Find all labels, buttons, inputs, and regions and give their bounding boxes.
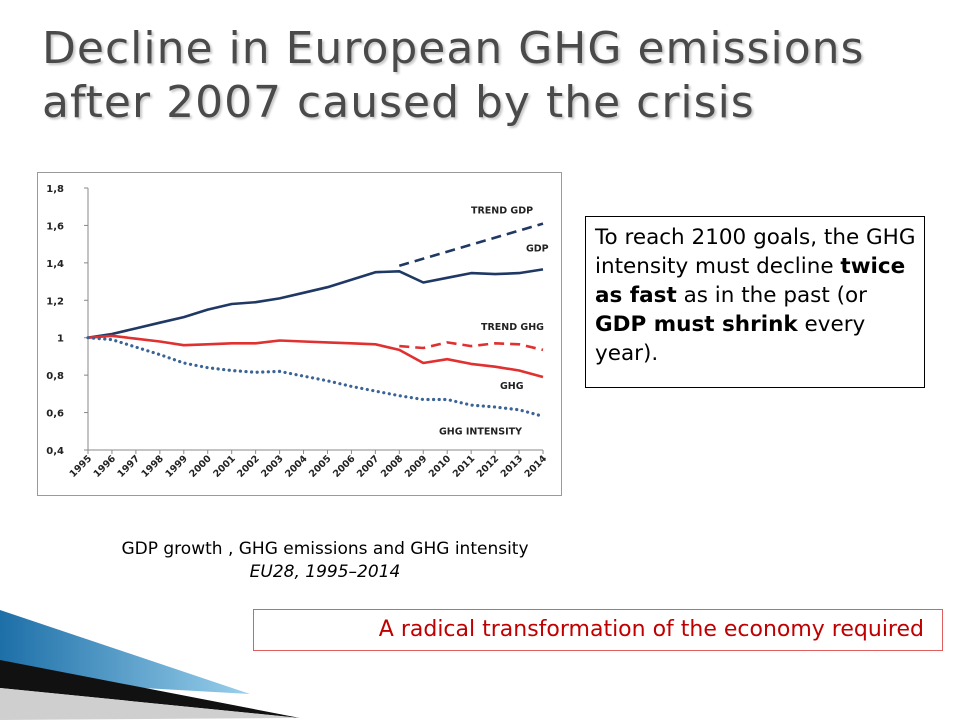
note-bold-1: twice as fast <box>595 254 906 308</box>
x-tick-label: 2006 <box>331 453 358 480</box>
x-tick-label: 2013 <box>499 453 525 479</box>
deco-black-wedge <box>0 660 300 718</box>
y-tick-label: 1,2 <box>46 296 64 307</box>
note-box: To reach 2100 goals, the GHG intensity m… <box>585 216 925 388</box>
corner-decoration <box>0 610 300 720</box>
ghg-line <box>87 334 544 379</box>
chart-canvas: 0,4 0,6 0,8 1 1,2 1,4 1,6 1,8 199519961997199819… <box>46 184 550 480</box>
line-chart: 0,4 0,6 0,8 1 1,2 1,4 1,6 1,8 1995 1996 1997 1998 19… <box>37 172 562 496</box>
x-tick-label: 1996 <box>92 453 119 480</box>
y-tick-label: 1,8 <box>46 184 64 195</box>
note-bold-2: GDP must shrink <box>595 312 798 337</box>
x-tick-label: 2004 <box>283 453 310 480</box>
deco-grey-wedge <box>0 688 300 720</box>
x-tick-label: 1999 <box>163 453 189 479</box>
x-tick-label: 1995 <box>68 453 94 479</box>
caption-line-1: GDP growth , GHG emissions and GHG inten… <box>121 539 529 559</box>
trend-gdp-line <box>398 222 544 267</box>
ghg-intensity-line <box>86 336 545 418</box>
x-tick-label: 2000 <box>187 453 214 480</box>
x-tick-label: 1998 <box>139 453 166 480</box>
series-label-trend-ghg: TREND GHG <box>481 322 544 333</box>
caption-line-2: EU28, 1995–2014 <box>249 562 401 582</box>
y-tick-label: 1 <box>57 334 64 345</box>
x-tick-label: 2003 <box>259 453 285 479</box>
note-text-2: as in the past (or <box>676 283 868 308</box>
x-tick-label: 2010 <box>427 453 454 480</box>
y-tick-label: 0,4 <box>46 446 64 457</box>
note-text-1: To reach 2100 goals, the GHG intensity m… <box>595 225 916 279</box>
x-tick-label: 2012 <box>475 453 501 479</box>
x-tick-label: 2005 <box>307 453 333 479</box>
slide-title: Decline in European GHG emissions after … <box>42 22 942 130</box>
series-label-gdp: GDP <box>526 243 549 254</box>
gdp-line <box>87 268 544 339</box>
x-tick-label: 1997 <box>116 453 142 479</box>
trend-ghg-line <box>399 341 544 352</box>
note-text-3: every year). <box>595 312 866 366</box>
y-tick-label: 1,6 <box>46 221 64 232</box>
y-tick-label: 0,6 <box>46 409 64 420</box>
x-tick-label: 2001 <box>211 453 237 479</box>
x-tick-label: 2008 <box>379 453 406 480</box>
callout-box: A radical transformation of the economy … <box>253 609 943 651</box>
y-tick-label: 0,8 <box>46 371 64 382</box>
x-tick-label: 2011 <box>451 453 477 479</box>
series-label-ghg-intensity: GHG INTENSITY <box>439 426 522 437</box>
x-tick-label: 2007 <box>355 453 381 479</box>
y-tick-label: 1,4 <box>46 259 64 270</box>
slide-title-line-1: Decline in European GHG emissions <box>42 23 865 74</box>
x-tick-label: 2002 <box>235 453 261 479</box>
series-label-trend-gdp: TREND GDP <box>471 206 533 217</box>
chart-caption: GDP growth , GHG emissions and GHG inten… <box>60 538 590 584</box>
x-tick-label: 2009 <box>403 453 429 479</box>
x-tick-label: 2014 <box>523 453 550 480</box>
series-label-ghg: GHG <box>500 381 524 392</box>
slide-title-line-2: after 2007 caused by the crisis <box>42 77 755 128</box>
